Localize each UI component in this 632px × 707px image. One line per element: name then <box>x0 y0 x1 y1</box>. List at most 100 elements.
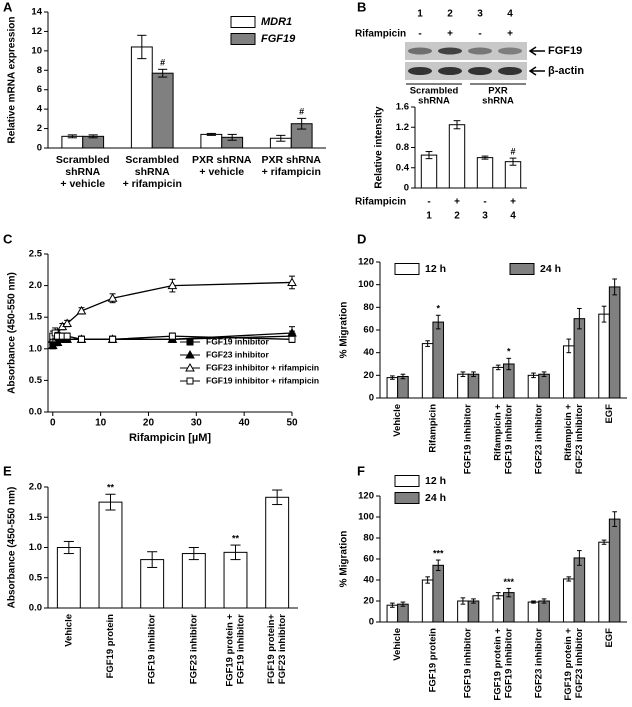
marker <box>288 335 296 343</box>
blot-band <box>468 47 492 55</box>
y-tick-label: 0 <box>369 393 374 404</box>
bar <box>457 373 469 399</box>
y-tick-label: 12 <box>31 26 42 37</box>
y-axis-label: Absorbance (450-550 nm) <box>7 272 18 394</box>
bar <box>421 343 434 399</box>
x-tick-label: + rifampicin <box>262 166 321 178</box>
bar <box>467 600 480 623</box>
significance-mark: * <box>436 304 440 314</box>
bar <box>432 564 445 623</box>
x-tick-label: FGF23 inhibitor <box>188 614 199 684</box>
y-tick-label: 80 <box>363 302 374 313</box>
bar <box>130 46 153 149</box>
legend-swatch <box>394 475 420 487</box>
x-tick-label: + vehicle <box>199 166 244 178</box>
y-tick-label: 0.0 <box>29 603 42 614</box>
y-tick-label: 20 <box>363 370 374 381</box>
bar <box>151 72 174 149</box>
panel-letter: D <box>357 231 366 246</box>
group-label: Scrambled <box>410 86 459 97</box>
x-tick-label: + rifampicin <box>123 178 182 190</box>
bar <box>200 133 223 149</box>
marker <box>185 362 195 372</box>
y-tick-label: 2.0 <box>29 280 42 291</box>
row-value: + <box>510 197 516 208</box>
legend-swatch <box>230 16 256 28</box>
panel-letter: B <box>357 0 366 14</box>
x-tick-label: FGF23 inhibitor <box>533 404 544 474</box>
x-tick-label: 10 <box>95 418 107 429</box>
blot-band <box>498 47 522 55</box>
blot-band <box>438 47 462 55</box>
marker <box>76 305 87 315</box>
marker <box>168 332 176 340</box>
bar <box>573 318 586 399</box>
y-tick-label: 100 <box>358 279 374 290</box>
treatment-sign: - <box>478 29 481 40</box>
significance-mark: ** <box>232 533 240 543</box>
blot-band <box>438 67 462 75</box>
bar <box>562 578 575 623</box>
x-tick-label: FGF23 inhibitor <box>533 628 544 698</box>
y-tick-label: 2.5 <box>29 249 43 260</box>
x-tick-label: FGF19 protein + <box>493 628 504 701</box>
x-tick-label: Rifampicin + <box>563 404 574 461</box>
y-tick-label: 0.8 <box>396 142 409 153</box>
row-value: + <box>454 197 460 208</box>
bar <box>56 547 81 609</box>
y-axis-label: % Migration <box>339 531 350 588</box>
y-tick-label: 14 <box>31 7 42 18</box>
marker <box>109 335 117 343</box>
legend-label: 24 h <box>540 263 561 275</box>
bar <box>432 321 445 399</box>
x-tick-label: 4 <box>510 211 516 222</box>
marker <box>107 293 118 302</box>
x-tick-label: FGF23 inhibitor <box>574 628 585 698</box>
blot-band <box>408 67 432 75</box>
x-tick-label: 0 <box>50 418 56 429</box>
bar <box>598 541 610 623</box>
y-axis-label: Relative intensity <box>374 106 385 189</box>
y-tick-label: 2.0 <box>29 482 42 493</box>
x-tick-label: + vehicle <box>60 178 105 190</box>
legend-label: FGF23 inhibitor <box>206 349 269 359</box>
row-label: Rifampicin <box>355 197 406 208</box>
y-tick-label: 2 <box>37 123 42 134</box>
y-tick-label: 40 <box>363 347 374 358</box>
legend-label: FGF19 inhibitor <box>206 336 269 346</box>
x-tick-label: FGF19 inhibitor <box>504 404 515 474</box>
blot-arrow <box>528 46 545 56</box>
y-tick-label: 0 <box>369 617 374 628</box>
legend-swatch <box>509 263 535 275</box>
bar <box>397 375 409 399</box>
x-tick-label: Scrambled <box>56 154 110 166</box>
marker <box>77 335 85 343</box>
y-tick-label: 0.5 <box>29 572 43 583</box>
y-tick-label: 6 <box>37 84 42 95</box>
x-tick-label: 30 <box>191 418 203 429</box>
x-tick-label: PXR shRNA <box>261 154 321 166</box>
y-tick-label: 60 <box>363 325 374 336</box>
bar <box>538 600 550 623</box>
x-tick-label: FGF19 protein <box>427 628 438 693</box>
bar <box>476 157 494 189</box>
lane-number: 1 <box>417 9 423 20</box>
y-tick-label: 10 <box>31 45 42 56</box>
x-tick-label: FGF23 inhibitor <box>574 404 585 474</box>
x-tick-label: Scrambled <box>125 154 179 166</box>
y-tick-label: 0 <box>37 143 42 154</box>
y-tick-label: 1.0 <box>29 542 42 553</box>
x-tick-label: Rifampicin + <box>493 404 504 461</box>
x-tick-label: 20 <box>143 418 155 429</box>
x-tick-label: PXR shRNA <box>192 154 252 166</box>
x-tick-label: FGF19 protein+ <box>266 614 277 684</box>
treatment-label: Rifampicin <box>355 29 406 40</box>
blot-band <box>468 67 492 75</box>
bar <box>397 603 409 623</box>
y-tick-label: 1.2 <box>396 122 409 133</box>
x-tick-label: EGF <box>604 404 615 424</box>
panel-letter: C <box>3 231 13 246</box>
y-tick-label: 8 <box>37 65 42 76</box>
x-tick-label: Vehicle <box>392 628 403 661</box>
y-tick-label: 1.6 <box>396 102 409 113</box>
